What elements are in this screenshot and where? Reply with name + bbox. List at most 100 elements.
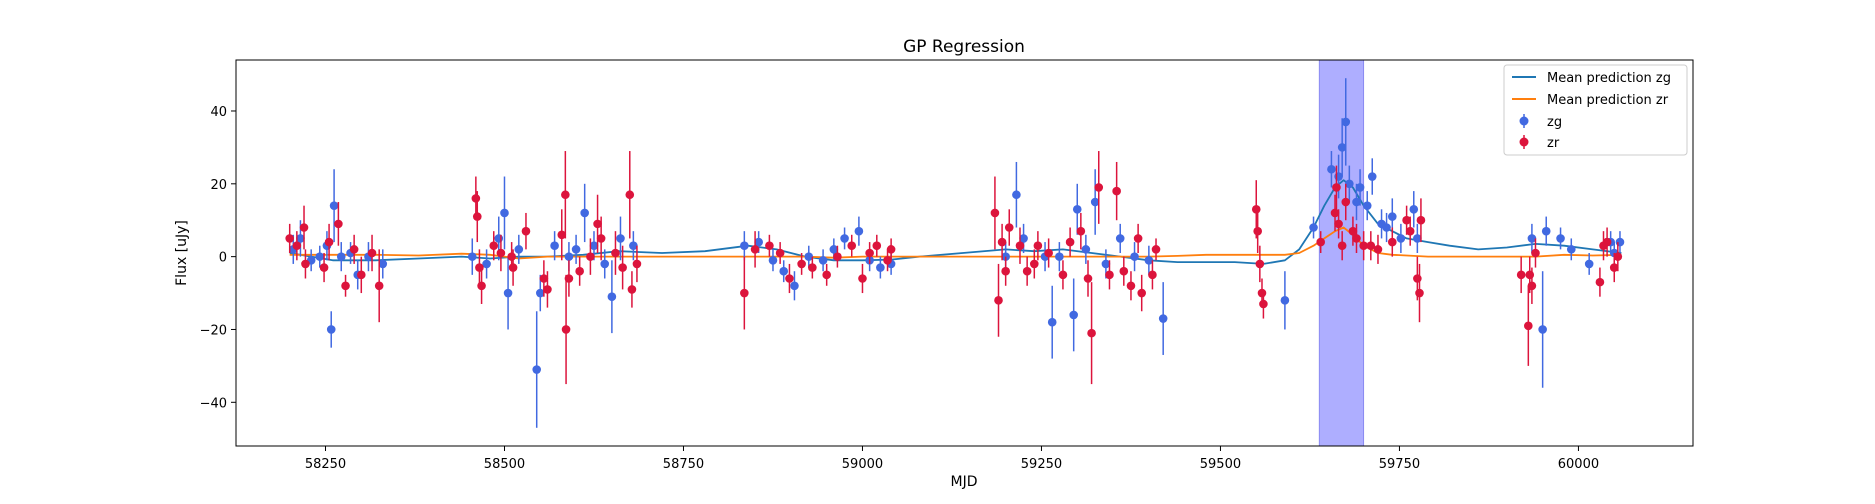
- marker-zr: [1373, 245, 1383, 254]
- data-point-zg: [629, 231, 638, 261]
- data-point-zg: [1012, 161, 1021, 228]
- marker-zr: [1255, 259, 1265, 269]
- marker-zg: [1337, 143, 1347, 152]
- data-point-zg: [1566, 238, 1576, 261]
- marker-zr: [508, 263, 518, 272]
- data-point-zr: [1033, 231, 1043, 261]
- data-point-zg: [1367, 158, 1377, 195]
- data-point-zr: [785, 263, 794, 294]
- y-tick-label: 40: [210, 105, 227, 120]
- data-point-zr: [367, 234, 377, 272]
- data-point-zg: [1413, 223, 1422, 253]
- marker-zg: [1345, 179, 1354, 189]
- data-point-zr: [1119, 256, 1129, 286]
- marker-zr: [575, 266, 584, 276]
- marker-zr: [586, 252, 595, 261]
- marker-zg: [550, 241, 559, 251]
- marker-zr: [618, 263, 627, 272]
- marker-zg: [754, 237, 763, 247]
- marker-zg: [1538, 325, 1547, 334]
- marker-zr: [750, 245, 760, 254]
- marker-zg: [1327, 164, 1336, 174]
- data-point-zg: [876, 256, 885, 279]
- data-point-zr: [1332, 165, 1341, 210]
- marker-zr: [1065, 237, 1075, 247]
- data-point-zg: [1072, 183, 1082, 235]
- data-point-zr: [1531, 238, 1540, 268]
- data-point-zr: [508, 249, 518, 286]
- data-point-zg: [514, 234, 524, 264]
- marker-zr: [1148, 270, 1157, 280]
- data-point-zr: [1337, 231, 1347, 261]
- data-point-zg: [1341, 78, 1351, 166]
- marker-zg: [1566, 245, 1576, 254]
- marker-zg: [589, 241, 599, 251]
- x-tick-label: 58750: [663, 457, 704, 472]
- data-point-zg: [1144, 245, 1154, 275]
- marker-zg: [1556, 234, 1565, 243]
- data-point-zr: [496, 234, 506, 272]
- data-point-zr: [1083, 260, 1093, 297]
- data-point-zr: [1416, 198, 1426, 243]
- marker-zr: [1330, 208, 1340, 218]
- marker-zg: [790, 281, 799, 291]
- marker-zg: [600, 259, 610, 269]
- marker-zr: [472, 212, 482, 221]
- data-point-zr: [374, 249, 384, 323]
- x-tick-label: 58250: [305, 457, 346, 472]
- marker-zr: [1094, 183, 1104, 192]
- data-point-zg: [1538, 271, 1547, 388]
- marker-zr: [994, 296, 1003, 305]
- data-point-zr: [586, 238, 595, 275]
- marker-zg: [1527, 234, 1537, 243]
- marker-zr: [1595, 277, 1605, 287]
- data-point-zg: [1337, 118, 1347, 177]
- marker-zr: [833, 252, 842, 261]
- marker-zr: [1259, 299, 1268, 309]
- data-point-zr: [1373, 234, 1383, 264]
- marker-zr: [1126, 281, 1136, 291]
- marker-zr: [561, 325, 571, 334]
- data-point-zg: [1355, 169, 1365, 206]
- data-point-zr: [883, 249, 892, 272]
- marker-zg: [740, 241, 749, 251]
- marker-zr: [1316, 237, 1325, 247]
- marker-zg: [503, 288, 513, 298]
- data-point-zr: [1137, 274, 1147, 312]
- marker-zr: [1112, 186, 1121, 196]
- data-point-zg: [1362, 191, 1372, 221]
- data-point-zg: [1556, 227, 1565, 250]
- legend-marker-zr: [1519, 137, 1529, 147]
- data-point-zg: [616, 216, 625, 261]
- marker-zr: [1413, 274, 1422, 283]
- marker-zr: [564, 274, 574, 283]
- marker-zr: [477, 281, 486, 291]
- data-point-zr: [1148, 260, 1157, 290]
- data-point-zg: [1158, 282, 1168, 355]
- data-point-zg: [535, 274, 545, 312]
- data-point-zr: [561, 151, 570, 239]
- data-point-zg: [740, 231, 749, 261]
- marker-zr: [1015, 241, 1025, 251]
- data-point-zr: [575, 256, 584, 286]
- data-point-zg: [503, 256, 513, 330]
- data-point-zr: [285, 223, 294, 253]
- marker-zg: [500, 208, 509, 218]
- data-point-zg: [1069, 278, 1078, 352]
- x-tick-label: 59750: [1379, 457, 1420, 472]
- marker-zg: [1081, 245, 1091, 254]
- marker-zr: [489, 241, 499, 251]
- data-point-zr: [1094, 151, 1104, 224]
- marker-zr: [1348, 226, 1358, 236]
- data-point-zr: [872, 234, 882, 257]
- marker-zg: [336, 252, 346, 261]
- data-point-zg: [1090, 169, 1100, 235]
- marker-zr: [496, 248, 506, 258]
- marker-zg: [1615, 237, 1625, 247]
- data-point-zg: [840, 227, 849, 250]
- marker-zr: [990, 208, 1000, 218]
- data-point-zr: [1015, 227, 1025, 264]
- marker-zg: [580, 208, 589, 218]
